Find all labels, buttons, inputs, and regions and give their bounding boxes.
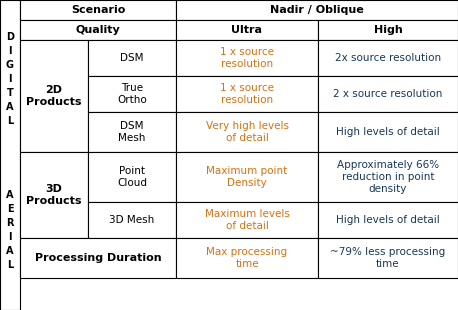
- Text: High levels of detail: High levels of detail: [336, 215, 440, 225]
- Bar: [176, 152, 318, 202]
- Bar: [176, 20, 318, 40]
- Bar: [318, 20, 458, 40]
- Bar: [318, 238, 458, 278]
- Text: Ultra: Ultra: [231, 25, 262, 35]
- Bar: [176, 0, 458, 20]
- Text: 3D
Products: 3D Products: [26, 184, 82, 206]
- Bar: [88, 202, 176, 238]
- Bar: [176, 40, 318, 76]
- Text: DSM: DSM: [120, 53, 144, 63]
- Text: D
I
G
I
T
A
L: D I G I T A L: [6, 32, 14, 126]
- Text: Maximum point
Density: Maximum point Density: [207, 166, 288, 188]
- Text: ~79% less processing
time: ~79% less processing time: [330, 247, 446, 269]
- Bar: [176, 76, 318, 112]
- Text: Quality: Quality: [76, 25, 120, 35]
- Text: Point
Cloud: Point Cloud: [117, 166, 147, 188]
- Bar: [20, 40, 88, 152]
- Text: A
E
R
I
A
L: A E R I A L: [6, 190, 14, 270]
- Text: 1 x source
resolution: 1 x source resolution: [220, 47, 274, 69]
- Text: True
Ortho: True Ortho: [117, 83, 147, 105]
- Text: High levels of detail: High levels of detail: [336, 127, 440, 137]
- Bar: [318, 76, 458, 112]
- Text: Approximately 66%
reduction in point
density: Approximately 66% reduction in point den…: [337, 160, 439, 194]
- Bar: [88, 76, 176, 112]
- Bar: [88, 152, 176, 202]
- Bar: [318, 152, 458, 202]
- Bar: [88, 40, 176, 76]
- Bar: [176, 238, 318, 278]
- Text: Scenario: Scenario: [71, 5, 125, 15]
- Text: 1 x source
resolution: 1 x source resolution: [220, 83, 274, 105]
- Bar: [20, 20, 176, 40]
- Bar: [0, 0, 20, 310]
- Text: DSM
Mesh: DSM Mesh: [118, 121, 146, 143]
- Text: High: High: [374, 25, 403, 35]
- Text: Processing Duration: Processing Duration: [35, 253, 161, 263]
- Text: Max processing
time: Max processing time: [207, 247, 288, 269]
- Text: Nadir / Oblique: Nadir / Oblique: [270, 5, 364, 15]
- Text: Maximum levels
of detail: Maximum levels of detail: [205, 209, 289, 231]
- Bar: [20, 0, 176, 20]
- Bar: [20, 152, 88, 238]
- Bar: [318, 40, 458, 76]
- Text: 2D
Products: 2D Products: [26, 85, 82, 107]
- Bar: [176, 112, 318, 152]
- Bar: [318, 112, 458, 152]
- Bar: [318, 202, 458, 238]
- Bar: [20, 238, 176, 278]
- Text: Very high levels
of detail: Very high levels of detail: [206, 121, 289, 143]
- Text: 2 x source resolution: 2 x source resolution: [333, 89, 443, 99]
- Text: 3D Mesh: 3D Mesh: [109, 215, 155, 225]
- Bar: [176, 202, 318, 238]
- Text: 2x source resolution: 2x source resolution: [335, 53, 441, 63]
- Bar: [88, 112, 176, 152]
